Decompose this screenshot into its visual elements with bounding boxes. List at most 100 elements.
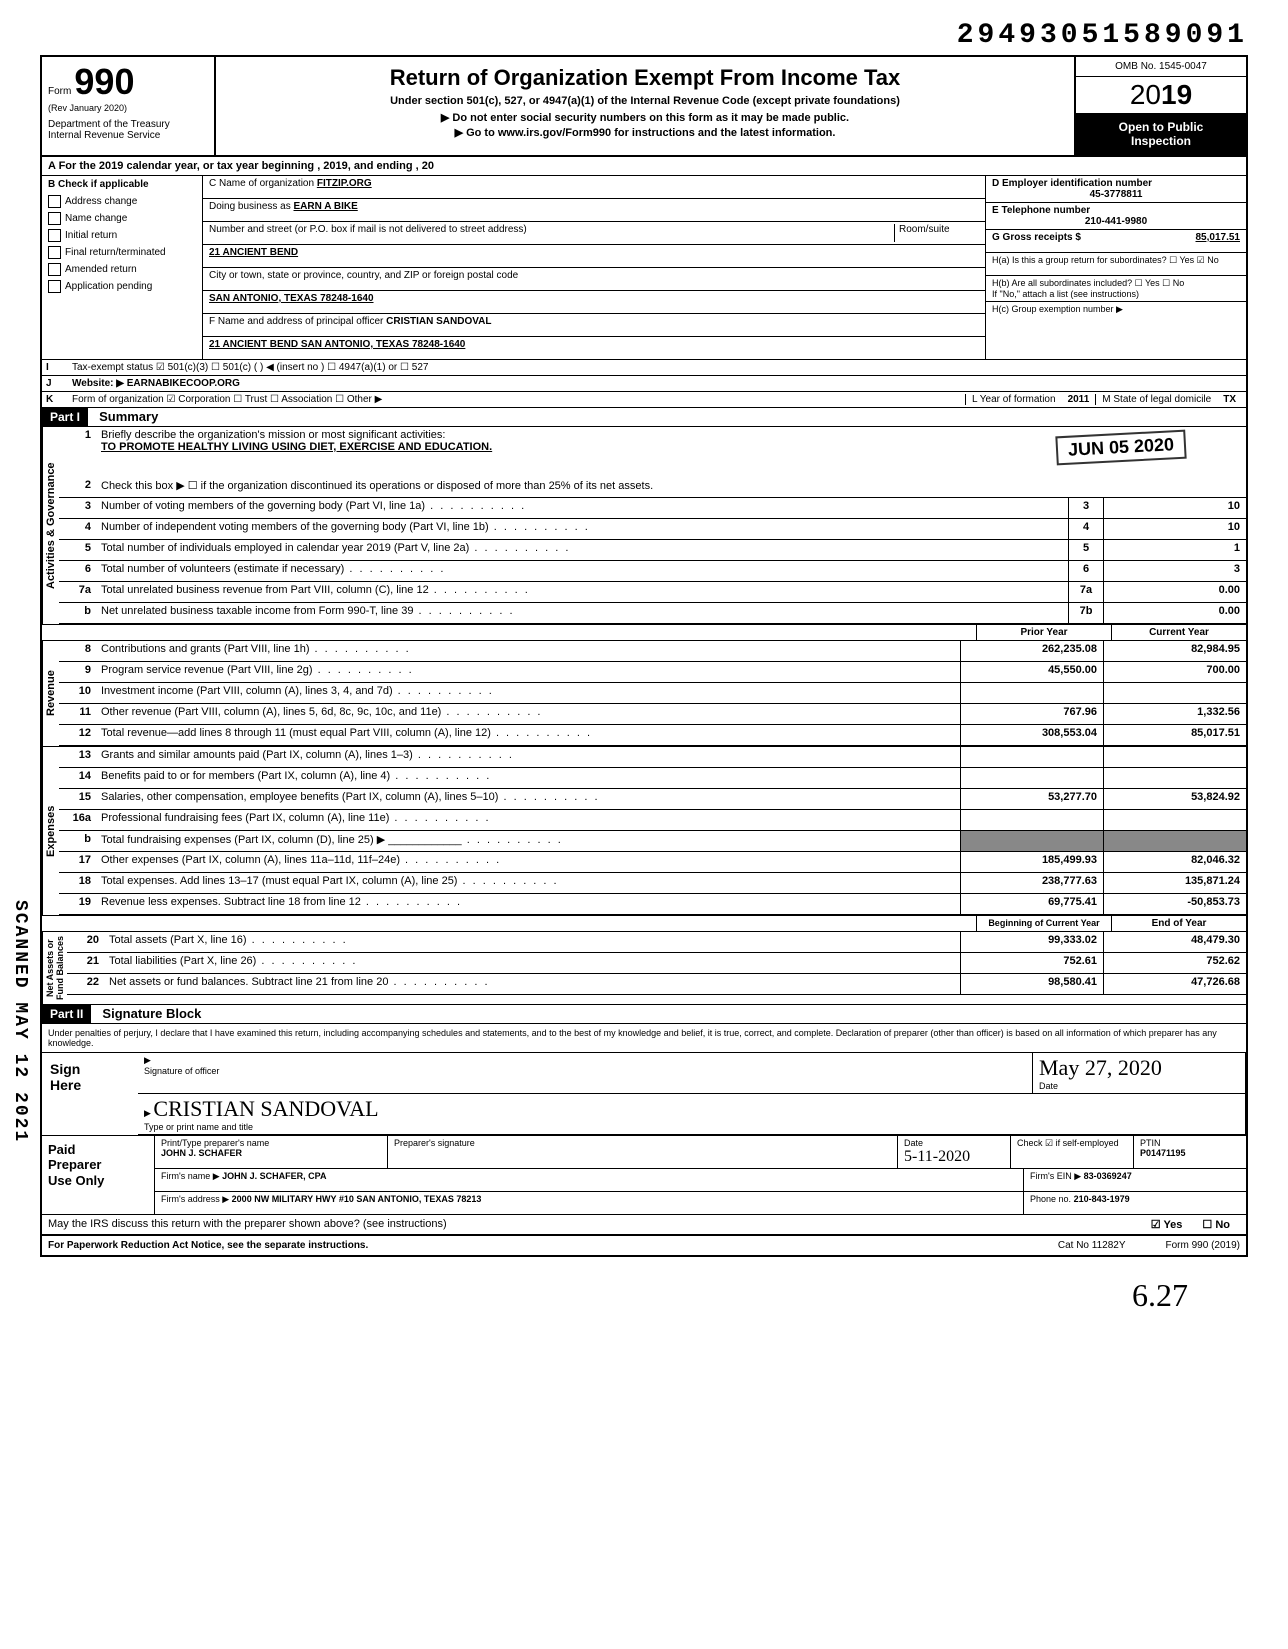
paid-preparer: Paid Preparer Use Only xyxy=(42,1136,155,1214)
form-word: Form xyxy=(48,86,71,97)
gov-line-4: 4Number of independent voting members of… xyxy=(59,519,1246,540)
dba-val: EARN A BIKE xyxy=(294,201,358,212)
f-addr: 21 ANCIENT BEND SAN ANTONIO, TEXAS 78248… xyxy=(209,339,465,350)
pra: For Paperwork Reduction Act Notice, see … xyxy=(48,1240,1018,1251)
end-year: End of Year xyxy=(1111,916,1246,931)
hb: H(b) Are all subordinates included? xyxy=(992,278,1132,288)
rev-line-12: 12Total revenue—add lines 8 through 11 (… xyxy=(59,725,1246,746)
line-a-text: A For the 2019 calendar year, or tax yea… xyxy=(42,157,440,175)
header-right: OMB No. 1545-0047 2019 Open to Public In… xyxy=(1076,57,1246,155)
bottom-initials: 6.27 xyxy=(40,1257,1248,1314)
street-label: Number and street (or P.O. box if mail i… xyxy=(209,224,527,235)
line1: Briefly describe the organization's miss… xyxy=(101,429,445,441)
line-a: A For the 2019 calendar year, or tax yea… xyxy=(42,157,1246,176)
check-if: Check ☑ if self-employed xyxy=(1011,1136,1134,1168)
firm-addr-label: Firm's address ▶ xyxy=(161,1194,229,1204)
exp-line-15: 15Salaries, other compensation, employee… xyxy=(59,789,1246,810)
summary-expenses: Expenses 13Grants and similar amounts pa… xyxy=(42,747,1246,916)
exp-line-14: 14Benefits paid to or for members (Part … xyxy=(59,768,1246,789)
k-state-label: M State of legal domicile xyxy=(1095,394,1217,405)
revision: (Rev January 2020) xyxy=(48,103,208,113)
discuss-no[interactable]: ☐ No xyxy=(1192,1218,1240,1231)
gov-line-3: 3Number of voting members of the governi… xyxy=(59,498,1246,519)
exp-line-b: bTotal fundraising expenses (Part IX, co… xyxy=(59,831,1246,852)
discuss-row: May the IRS discuss this return with the… xyxy=(42,1215,1246,1235)
c-label: C Name of organization xyxy=(209,178,314,189)
paid-preparer-block: Paid Preparer Use Only Print/Type prepar… xyxy=(42,1136,1246,1215)
firm-name-label: Firm's name ▶ xyxy=(161,1171,220,1181)
col-d-h: D Employer identification number45-37788… xyxy=(985,176,1246,359)
part-ii-title: Signature Block xyxy=(94,1006,201,1021)
d-label: D Employer identification number xyxy=(992,178,1240,189)
footer: For Paperwork Reduction Act Notice, see … xyxy=(42,1235,1246,1255)
line-j: J Website: ▶ EARNABIKECOOP.ORG xyxy=(42,376,1246,392)
summary-net: Net Assets or Fund Balances 20Total asse… xyxy=(42,932,1246,1005)
year-bold: 19 xyxy=(1161,79,1192,110)
part-i-header: Part I Summary xyxy=(42,408,1246,427)
line1-val: TO PROMOTE HEALTHY LIVING USING DIET, EX… xyxy=(101,441,492,453)
k-year: 2011 xyxy=(1062,394,1096,405)
scanned-stamp: SCANNED MAY 12 2021 xyxy=(10,900,30,1143)
part-ii-label: Part II xyxy=(42,1005,91,1023)
i-body: Tax-exempt status ☑ 501(c)(3) ☐ 501(c) (… xyxy=(68,360,1246,375)
part-i-label: Part I xyxy=(42,408,88,426)
part-i-title: Summary xyxy=(91,409,158,424)
current-year: Current Year xyxy=(1111,625,1246,640)
dln: 29493051589091 xyxy=(40,20,1248,51)
gov-line-7a: 7aTotal unrelated business revenue from … xyxy=(59,582,1246,603)
omb: OMB No. 1545-0047 xyxy=(1076,57,1246,77)
summary-revenue: Revenue 8Contributions and grants (Part … xyxy=(42,641,1246,747)
jurat: Under penalties of perjury, I declare th… xyxy=(42,1024,1246,1052)
chk-final[interactable]: Final return/terminated xyxy=(42,244,202,261)
chk-pending[interactable]: Application pending xyxy=(42,278,202,295)
exp-line-16a: 16aProfessional fundraising fees (Part I… xyxy=(59,810,1246,831)
chk-initial[interactable]: Initial return xyxy=(42,227,202,244)
k-year-label: L Year of formation xyxy=(965,394,1062,405)
exp-line-17: 17Other expenses (Part IX, column (A), l… xyxy=(59,852,1246,873)
exp-line-18: 18Total expenses. Add lines 13–17 (must … xyxy=(59,873,1246,894)
year-prefix: 20 xyxy=(1130,79,1161,110)
header-left: Form 990 (Rev January 2020) Department o… xyxy=(42,57,216,155)
warn1: ▶ Do not enter social security numbers o… xyxy=(224,111,1066,124)
gov-line-b: bNet unrelated business taxable income f… xyxy=(59,603,1246,624)
chk-address[interactable]: Address change xyxy=(42,193,202,210)
chk-name[interactable]: Name change xyxy=(42,210,202,227)
part-ii-header: Part II Signature Block xyxy=(42,1005,1246,1024)
line-i: I Tax-exempt status ☑ 501(c)(3) ☐ 501(c)… xyxy=(42,360,1246,376)
discuss-yes[interactable]: ☑ Yes xyxy=(1141,1218,1193,1231)
gov-line-6: 6Total number of volunteers (estimate if… xyxy=(59,561,1246,582)
prior-year: Prior Year xyxy=(976,625,1111,640)
hb-note: If "No," attach a list (see instructions… xyxy=(992,289,1139,299)
sidebar-expenses: Expenses xyxy=(42,747,59,915)
net-line-21: 21Total liabilities (Part X, line 26)752… xyxy=(67,953,1246,974)
form-number: 990 xyxy=(74,61,134,102)
ptin: P01471195 xyxy=(1140,1148,1186,1158)
col-head-rev: Prior Year Current Year xyxy=(42,625,1246,641)
exp-line-19: 19Revenue less expenses. Subtract line 1… xyxy=(59,894,1246,915)
sidebar-revenue: Revenue xyxy=(42,641,59,746)
rev-line-10: 10Investment income (Part VIII, column (… xyxy=(59,683,1246,704)
open-public: Open to Public Inspection xyxy=(1076,114,1246,155)
g-val: 85,017.51 xyxy=(1196,232,1241,250)
sign-here-block: Sign Here ▶Signature of officer May 27, … xyxy=(42,1052,1246,1136)
e-label: E Telephone number xyxy=(992,205,1240,216)
cat: Cat No 11282Y xyxy=(1018,1240,1166,1251)
prep-date-label: Date xyxy=(904,1138,923,1148)
city-val: SAN ANTONIO, TEXAS 78248-1640 xyxy=(209,293,374,304)
rev-line-11: 11Other revenue (Part VIII, column (A), … xyxy=(59,704,1246,725)
col-b: B Check if applicable Address change Nam… xyxy=(42,176,203,359)
gov-line-5: 5Total number of individuals employed in… xyxy=(59,540,1246,561)
sign-here: Sign Here xyxy=(42,1053,138,1135)
dept: Department of the Treasury Internal Reve… xyxy=(48,119,208,141)
prep-name: JOHN J. SCHAFER xyxy=(161,1148,242,1158)
col-c-f: C Name of organization FITZIP.ORG Doing … xyxy=(203,176,985,359)
city-label: City or town, state or province, country… xyxy=(209,270,518,281)
form-990: Form 990 (Rev January 2020) Department o… xyxy=(40,55,1248,1257)
chk-amended[interactable]: Amended return xyxy=(42,261,202,278)
firm-addr: 2000 NW MILITARY HWY #10 SAN ANTONIO, TE… xyxy=(232,1194,482,1204)
prep-sig-label: Preparer's signature xyxy=(394,1138,475,1148)
b-head: B Check if applicable xyxy=(42,176,202,193)
firm-ein: 83-0369247 xyxy=(1084,1171,1132,1181)
sidebar-net: Net Assets or Fund Balances xyxy=(42,932,67,1004)
d-val: 45-3778811 xyxy=(992,189,1240,200)
